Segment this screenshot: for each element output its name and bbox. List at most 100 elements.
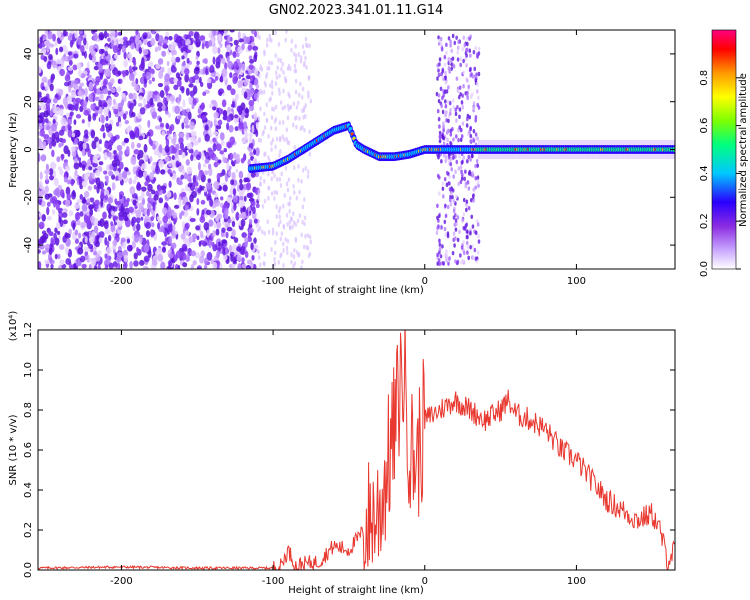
heatmap-cell [192, 98, 197, 106]
heatmap-cell [267, 60, 271, 66]
heatmap-cell [100, 198, 104, 208]
heatmap-cell [154, 46, 159, 53]
heatmap-cell [186, 166, 193, 175]
heatmap-cell [453, 243, 456, 248]
heatmap-cell [134, 126, 139, 135]
heatmap-cell [215, 56, 221, 65]
heatmap-cell [134, 36, 140, 46]
heatmap-cell [110, 58, 114, 67]
heatmap-cell [464, 183, 468, 189]
heatmap-cell [301, 94, 304, 100]
heatmap-cell [277, 87, 281, 93]
heatmap-cell [452, 137, 455, 142]
heatmap-cell [98, 139, 102, 145]
heatmap-cell [461, 258, 464, 264]
heatmap-cell [168, 162, 173, 168]
heatmap-cell [157, 222, 161, 230]
heatmap-cell [78, 176, 82, 186]
heatmap-cell [45, 83, 49, 92]
heatmap-cell [239, 69, 244, 76]
heatmap-cell [241, 263, 247, 269]
heatmap-cell [169, 94, 175, 102]
heatmap-cell [185, 108, 191, 113]
heatmap-cell [141, 197, 146, 205]
heatmap-cell [303, 215, 307, 221]
heatmap-cell [437, 258, 441, 263]
heatmap-cell [460, 160, 464, 165]
heatmap-cell [305, 244, 308, 250]
heatmap-cell [295, 195, 299, 201]
heatmap-cell [169, 77, 176, 85]
heatmap-cell [184, 124, 190, 129]
heatmap-cell [69, 104, 76, 111]
heatmap-cell [463, 43, 467, 48]
heatmap-cell [78, 232, 82, 239]
heatmap-cell [73, 53, 79, 59]
snr-x-label: Height of straight line (km) [288, 585, 424, 596]
heatmap-cell [238, 74, 242, 80]
heatmap-cell [235, 168, 239, 173]
heatmap-cell [225, 246, 229, 256]
heatmap-cell [96, 88, 101, 95]
heatmap-cell [465, 207, 468, 213]
heatmap-cell [56, 221, 61, 230]
heatmap-cell [440, 159, 443, 164]
heatmap-cell [44, 169, 51, 175]
heatmap-cell [452, 199, 456, 204]
heatmap-cell [157, 58, 164, 65]
heatmap-cell [306, 233, 310, 238]
heatmap-cell [274, 30, 277, 36]
heatmap-cell [286, 103, 290, 109]
heatmap-cell [208, 219, 214, 227]
heatmap-cell [190, 130, 197, 137]
heatmap-cell [454, 212, 457, 218]
heatmap-cell [54, 39, 58, 47]
heatmap-cell [47, 136, 51, 145]
heatmap-cell [60, 117, 67, 126]
heatmap-cell [83, 231, 90, 236]
heatmap-cell [471, 244, 474, 249]
heatmap-cell [100, 114, 105, 124]
heatmap-cell [240, 218, 246, 227]
heatmap-cell [75, 97, 81, 103]
heatmap-cell [437, 98, 441, 104]
heatmap-cell [471, 224, 475, 229]
heatmap-cell [202, 91, 207, 97]
heatmap-cell [307, 94, 310, 99]
heatmap-cell [187, 182, 193, 188]
heatmap-cell [265, 118, 269, 123]
heatmap-cell [105, 126, 110, 133]
heatmap-cell [469, 244, 472, 250]
heatmap-cell [199, 35, 206, 41]
heatmap-cell [76, 198, 82, 204]
heatmap-cell [66, 192, 72, 201]
heatmap-cell [271, 106, 274, 112]
heatmap-cell [140, 216, 144, 221]
x-tick-label: -100 [262, 276, 285, 287]
heatmap-cell [450, 186, 453, 191]
heatmap-cell [80, 73, 86, 79]
heatmap-cell [451, 250, 455, 256]
heatmap-cell [190, 250, 197, 257]
heatmap-cell [74, 229, 79, 236]
heatmap-cell [286, 250, 289, 256]
heatmap-cell [454, 107, 458, 112]
heatmap-cell [448, 256, 451, 261]
heatmap-cell [301, 44, 305, 50]
heatmap-cell [447, 36, 451, 41]
heatmap-cell [277, 222, 281, 228]
heatmap-cell [449, 108, 452, 113]
heatmap-cell [103, 107, 109, 117]
snr-plot-area [38, 330, 675, 570]
heatmap-cell [280, 66, 283, 72]
heatmap-cell [294, 89, 298, 95]
heatmap-cell [258, 35, 261, 41]
heatmap-cell [468, 129, 471, 135]
heatmap-cell [281, 61, 284, 67]
heatmap-cell [116, 222, 123, 228]
heatmap-cell [75, 257, 81, 267]
heatmap-cell [74, 103, 79, 112]
heatmap-cell [189, 136, 196, 142]
y-tick-label: 0 [23, 146, 34, 152]
heatmap-cell [222, 109, 228, 117]
